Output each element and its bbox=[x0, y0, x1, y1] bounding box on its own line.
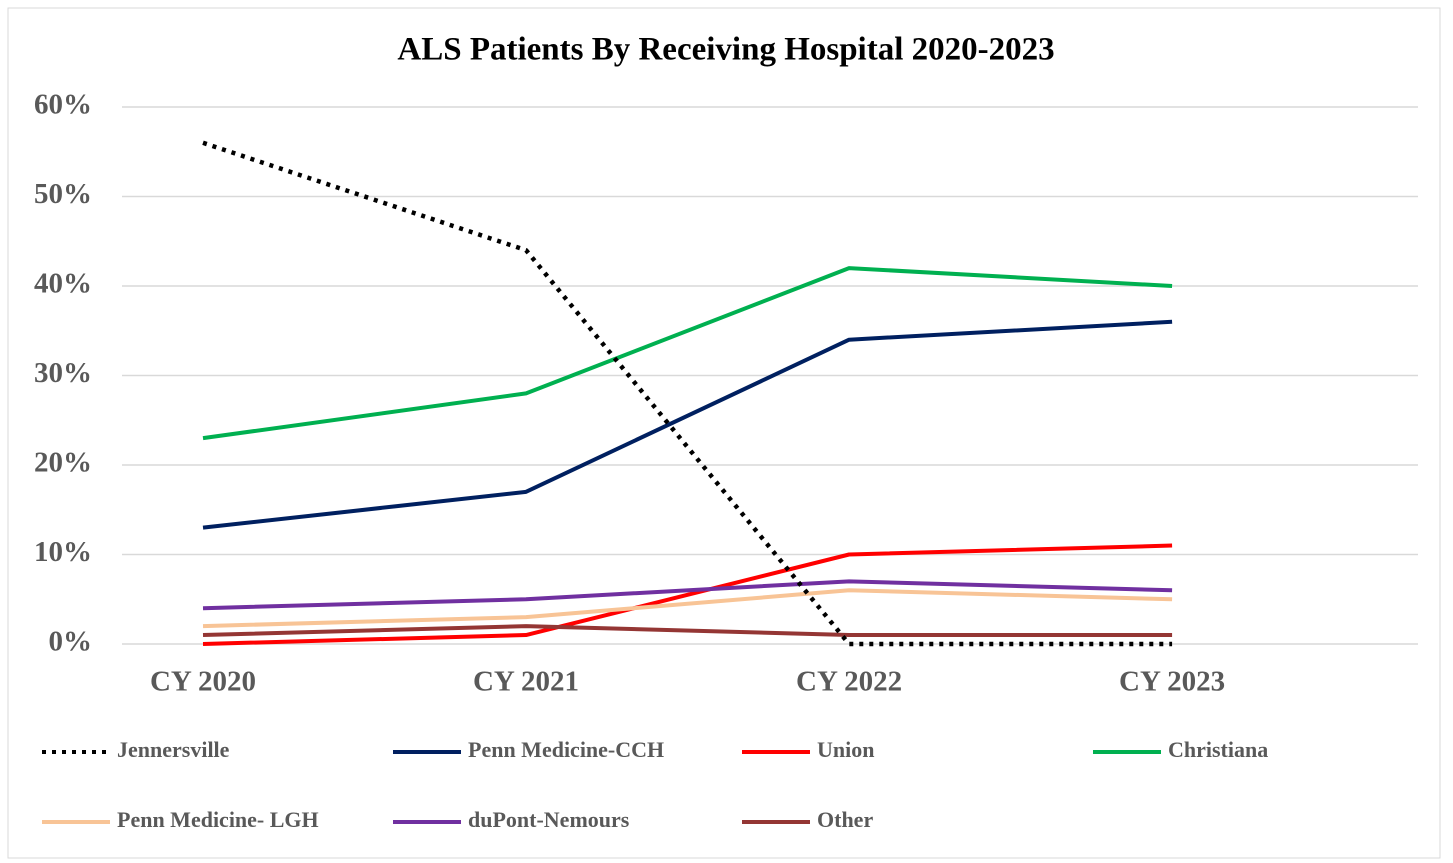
y-tick-label: 0% bbox=[49, 626, 93, 658]
legend-label: Penn Medicine- LGH bbox=[117, 807, 319, 832]
chart-title: ALS Patients By Receiving Hospital 2020-… bbox=[397, 32, 1054, 68]
series-line bbox=[202, 588, 1173, 629]
series-line bbox=[202, 624, 1173, 638]
legend-label: Jennersville bbox=[117, 737, 230, 762]
x-tick-label: CY 2020 bbox=[150, 666, 256, 698]
legend-label: Penn Medicine-CCH bbox=[468, 737, 664, 762]
y-tick-label: 10% bbox=[34, 536, 92, 568]
series-line bbox=[202, 543, 1173, 646]
y-tick-label: 50% bbox=[34, 178, 92, 210]
chart-border bbox=[7, 7, 1441, 859]
y-tick-label: 40% bbox=[34, 268, 92, 300]
x-tick-label: CY 2022 bbox=[796, 666, 902, 698]
legend-label: duPont-Nemours bbox=[468, 807, 630, 832]
y-tick-label: 60% bbox=[34, 89, 92, 121]
legend-label: Other bbox=[817, 807, 873, 832]
legend-label: Christiana bbox=[1168, 737, 1268, 762]
legend-label: Union bbox=[817, 737, 874, 762]
series-line bbox=[202, 266, 1173, 441]
x-tick-label: CY 2023 bbox=[1119, 666, 1225, 698]
series-line bbox=[202, 319, 1173, 530]
x-tick-label: CY 2021 bbox=[473, 666, 579, 698]
y-tick-label: 20% bbox=[34, 447, 92, 479]
series-line bbox=[202, 579, 1173, 611]
series-line bbox=[202, 140, 1173, 647]
y-tick-label: 30% bbox=[34, 357, 92, 389]
